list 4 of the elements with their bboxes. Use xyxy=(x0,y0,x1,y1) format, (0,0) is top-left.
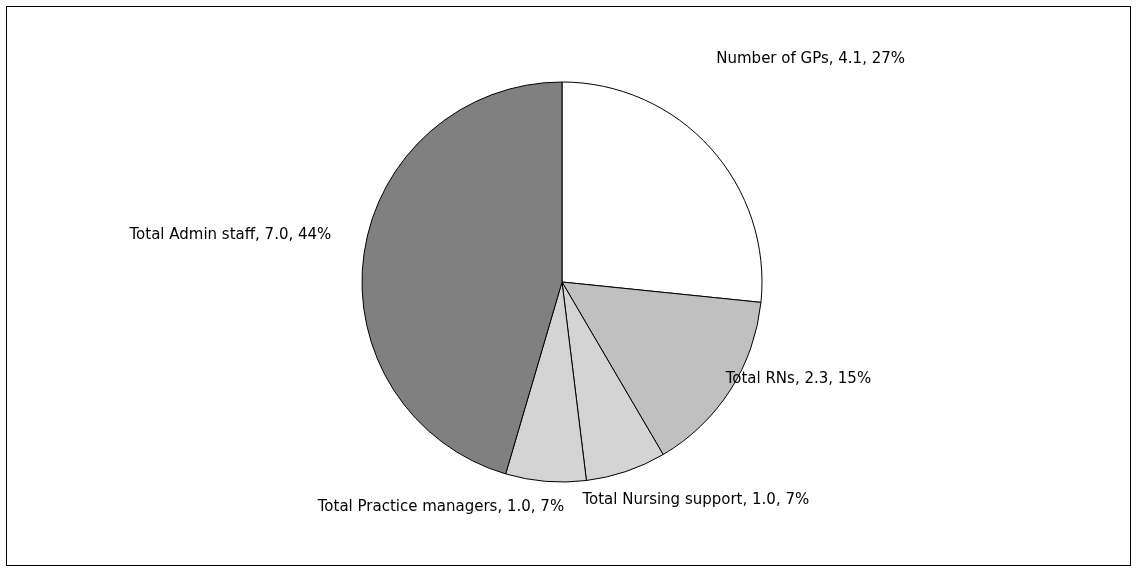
slice-label: Total Practice managers, 1.0, 7% xyxy=(316,497,565,516)
slice-label: Total Admin staff, 7.0, 44% xyxy=(128,225,332,244)
slice-label: Number of GPs, 4.1, 27% xyxy=(716,48,906,67)
slice-label: Total Nursing support, 1.0, 7% xyxy=(581,490,810,509)
